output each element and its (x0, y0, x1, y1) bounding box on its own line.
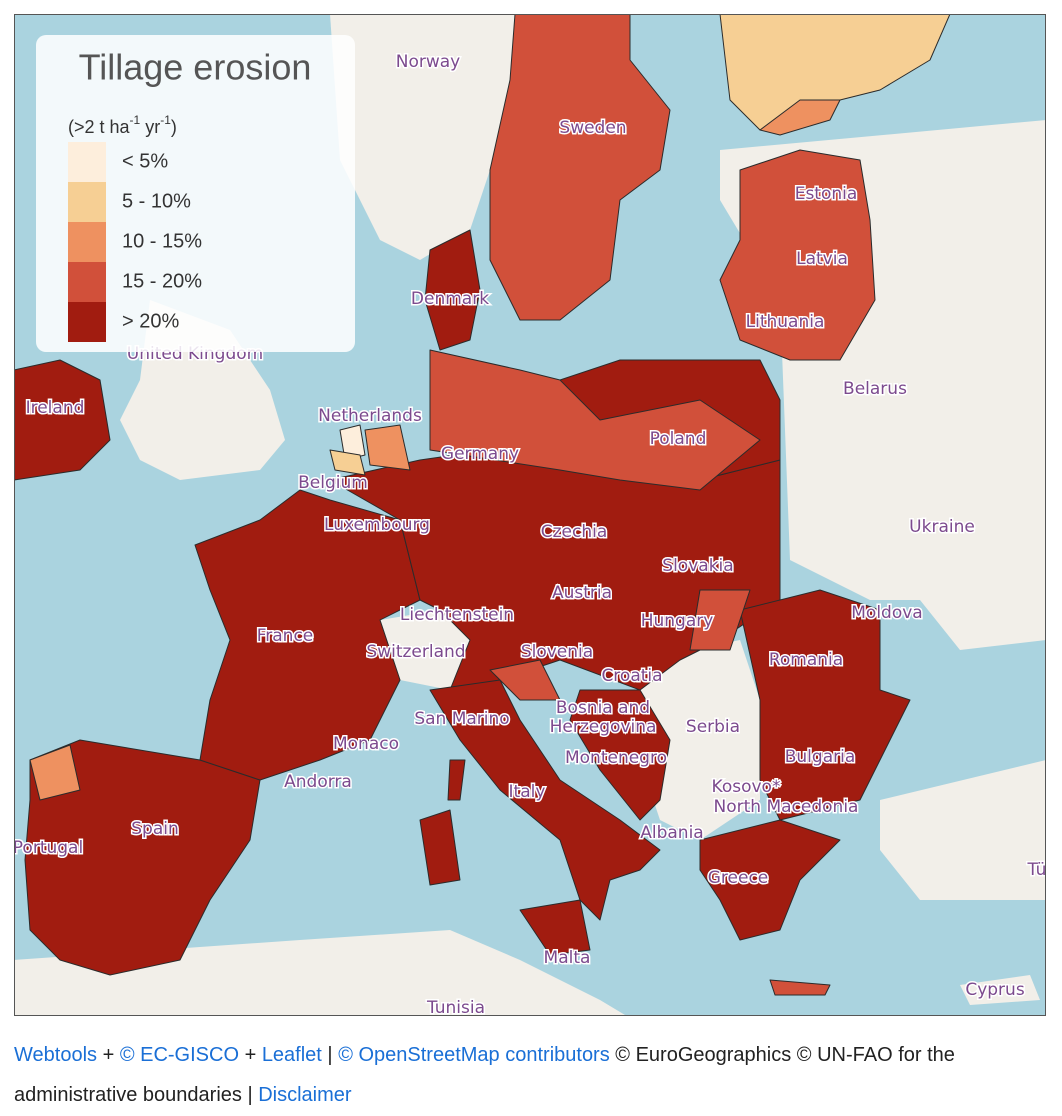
country-labels: Norway Sweden Estonia Latvia Lithuania Denmar… (13, 51, 1062, 1018)
legend-swatch (68, 262, 106, 302)
country-label: Slovakia (662, 556, 733, 576)
country-label: Norway (396, 52, 461, 72)
attribution-link[interactable]: © OpenStreetMap contributors (338, 1044, 610, 1066)
country-label: Romania (769, 650, 843, 670)
region (769, 979, 831, 996)
country-label: Estonia (795, 184, 858, 204)
country-label: Belarus (843, 379, 907, 399)
country-label: Slovenia (521, 642, 593, 662)
country-label: Croatia (601, 666, 662, 686)
country-label: Hungary (641, 611, 714, 631)
region (699, 819, 841, 941)
country-label: Ukraine (909, 517, 975, 537)
country-label: Bulgaria (785, 747, 856, 767)
region (429, 679, 661, 921)
attribution-link[interactable]: Leaflet (261, 1044, 322, 1066)
regions (15, 15, 951, 996)
legend-swatch (68, 302, 106, 342)
region (759, 99, 841, 136)
legend-label: 15 - 20% (122, 270, 202, 292)
region (194, 489, 421, 781)
country-label: Moldova (851, 603, 922, 623)
country-label: Liechtenstein (400, 605, 514, 625)
legend-title: Tillage erosion (79, 47, 312, 88)
country-label: San Marino (414, 709, 509, 729)
country-label: Sweden (559, 118, 626, 138)
region (489, 659, 561, 701)
attribution-link[interactable]: Webtools (14, 1044, 98, 1066)
country-label: Cyprus (965, 980, 1024, 1000)
attribution-text: | (321, 1044, 339, 1066)
legend: Tillage erosion (>2 t ha-1 yr-1) < 5% 5 -… (36, 35, 355, 352)
region (364, 424, 411, 471)
region (519, 899, 591, 956)
country-label: Ireland (26, 398, 85, 418)
country-label: Luxembourg (324, 515, 430, 535)
legend-swatch (68, 142, 106, 182)
legend-label: 10 - 15% (122, 230, 202, 252)
region (447, 759, 466, 801)
country-label: Andorra (284, 772, 352, 792)
country-label: Belgium (298, 473, 368, 493)
legend-unit: (>2 t ha-1 yr-1) (68, 113, 177, 137)
attribution-text: © EuroGeographics © UN-FAO for the admin… (14, 1044, 955, 1106)
country-label: Czechia (541, 522, 608, 542)
attribution-text: + (97, 1044, 120, 1066)
country-label: Türkiye (1027, 860, 1062, 880)
country-label: Bosnia and (556, 698, 650, 718)
region (15, 359, 111, 481)
attribution-text: + (239, 1044, 262, 1066)
region (329, 449, 366, 476)
legend-swatch (68, 222, 106, 262)
legend-label: > 20% (122, 310, 179, 332)
country-label: Latvia (796, 249, 848, 269)
legend-label: 5 - 10% (122, 190, 191, 212)
country-label: Poland (650, 429, 707, 449)
legend-swatch (68, 182, 106, 222)
country-label: Germany (441, 444, 519, 464)
country-label: Netherlands (318, 406, 422, 426)
region (689, 589, 751, 651)
attribution-link[interactable]: © EC-GISCO (119, 1044, 240, 1066)
map-layer: Norway Sweden Estonia Latvia Lithuania Denmar… (13, 15, 1062, 1018)
country-label: Denmark (411, 289, 489, 309)
country-label: Herzegovina (550, 717, 657, 737)
attribution-link[interactable]: Disclaimer (258, 1084, 352, 1106)
region (29, 744, 81, 801)
country-label: Portugal (13, 838, 83, 858)
attribution: Webtools + © EC-GISCO + Leaflet | © Open… (14, 1035, 1044, 1115)
country-label: North Macedonia (714, 797, 859, 817)
region (424, 229, 481, 351)
map: Norway Sweden Estonia Latvia Lithuania Denmar… (13, 14, 1062, 1018)
legend-box (36, 35, 355, 352)
country-label: Austria (552, 583, 612, 603)
map-frame (14, 14, 1046, 1016)
country-label: Monaco (333, 734, 399, 754)
region (419, 809, 461, 886)
region (339, 424, 366, 461)
region (719, 149, 876, 361)
country-label: Malta (544, 948, 591, 968)
country-label: Italy (509, 782, 546, 802)
country-label: France (257, 626, 314, 646)
country-label: Montenegro (565, 748, 667, 768)
region (489, 15, 671, 321)
country-label: Spain (131, 819, 179, 839)
country-label: Switzerland (366, 642, 465, 662)
region (569, 689, 671, 821)
country-label: Lithuania (746, 312, 825, 332)
country-label: Kosovo* (712, 777, 781, 797)
country-label: Serbia (686, 717, 740, 737)
legend-items: < 5% 5 - 10% 10 - 15% 15 - 20% > 20% (68, 142, 202, 342)
country-label: Greece (708, 868, 769, 888)
region (429, 349, 761, 491)
region (739, 589, 911, 821)
country-label: Tunisia (426, 998, 485, 1018)
country-label: Albania (640, 823, 703, 843)
legend-label: < 5% (122, 150, 168, 172)
